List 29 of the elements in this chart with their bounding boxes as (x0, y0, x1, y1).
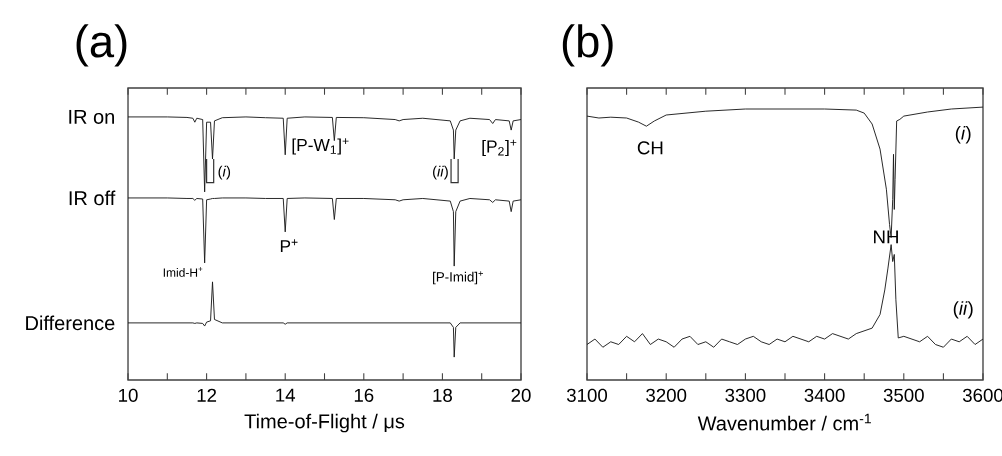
annotation: CH (637, 141, 663, 155)
x-tick-label: 14 (276, 388, 296, 402)
annotation: P$^{+}$ (280, 239, 298, 253)
annotation: (ii) (953, 301, 973, 319)
x-axis-title: Time-of-Flight / μs (244, 413, 405, 433)
x-tick-label: 3500 (883, 388, 924, 402)
x-tick-label: 16 (354, 388, 374, 402)
x-tick-label: 3100 (566, 388, 608, 402)
annotation: (ii) (433, 165, 448, 180)
annotation: [P-Imid]$^{+}$ (433, 271, 484, 285)
series-label: IR off (69, 190, 116, 206)
annotation: (i) (955, 126, 971, 144)
annotation: Imid-H$^{+}$ (163, 267, 203, 277)
x-tick-label: 10 (119, 388, 138, 402)
annotation: [P$_{2}$]$^{+}$ (482, 139, 517, 157)
x-tick-label: 3300 (725, 388, 766, 402)
chart-title: (b) (562, 24, 613, 67)
annotation: [P-W$_{1}$]$^{+}$ (292, 138, 349, 155)
x-tick-label: 20 (511, 388, 531, 402)
x-tick-label: 18 (433, 388, 452, 402)
series-label: IR on (69, 109, 114, 124)
x-tick-label: 3200 (646, 388, 687, 402)
chart-title: (a) (76, 24, 127, 67)
x-axis-title: Wavenumber / cm$^{-1}$ (697, 413, 871, 431)
series-label: Difference (26, 315, 115, 331)
x-tick-label: 12 (197, 388, 217, 402)
annotation: (i) (218, 165, 231, 180)
annotation: NH (874, 230, 898, 244)
x-tick-label: 3400 (804, 388, 845, 402)
